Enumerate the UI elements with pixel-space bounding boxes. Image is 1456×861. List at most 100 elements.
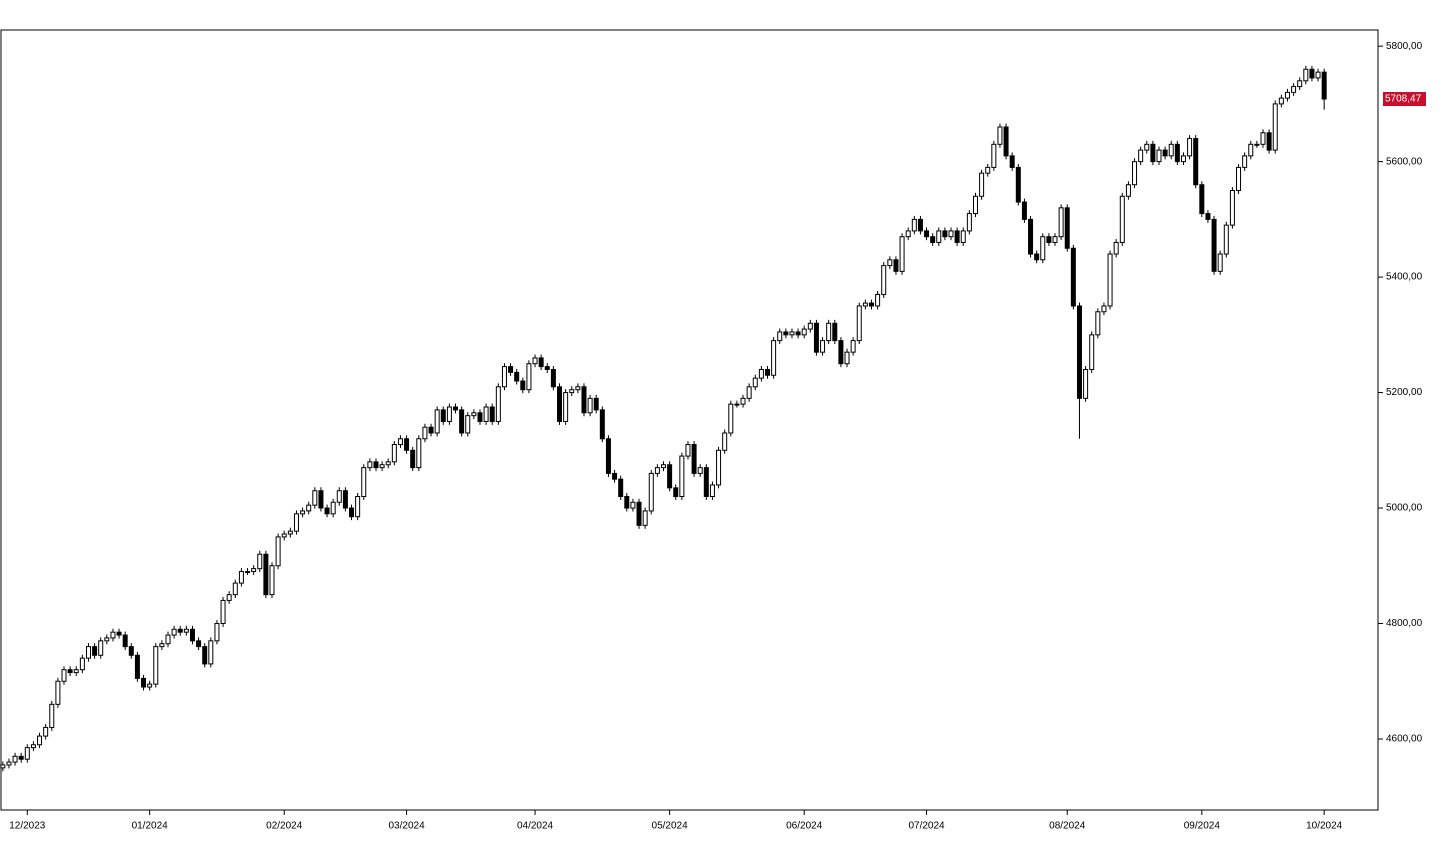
candle-body	[404, 438, 410, 451]
candle-body	[599, 409, 605, 440]
candle-body	[942, 230, 948, 238]
candle-body	[312, 490, 318, 506]
candle-body	[789, 331, 795, 336]
candle-body	[214, 623, 220, 642]
candle-body	[636, 501, 642, 526]
candle-body	[293, 513, 299, 532]
candle-body	[966, 213, 972, 232]
candle-body	[826, 322, 832, 342]
x-tick-label: 04/2024	[517, 821, 554, 832]
candle-body	[1199, 184, 1205, 215]
candle-body	[361, 467, 367, 497]
candle-body	[18, 755, 24, 760]
candle-body	[263, 553, 269, 596]
candle-body	[679, 455, 685, 497]
candle-body	[544, 366, 550, 370]
candle-body	[269, 565, 275, 596]
y-tick-label: 5000,00	[1386, 503, 1423, 514]
candle-body	[550, 368, 556, 388]
candle-body	[0, 764, 6, 769]
candle-body	[1113, 241, 1119, 255]
candle-body	[1236, 166, 1242, 192]
candle-body	[379, 464, 385, 469]
candle-body	[159, 643, 165, 648]
candle-body	[440, 409, 446, 422]
candle-body	[887, 259, 893, 267]
candle-body	[55, 680, 61, 705]
candle-body	[1070, 247, 1076, 307]
candle-body	[795, 331, 801, 336]
last-price-box	[1383, 92, 1426, 107]
candle-body	[648, 472, 654, 512]
x-tick-label: 06/2024	[786, 821, 823, 832]
y-tick-label: 5800,00	[1386, 41, 1423, 52]
plot-frame	[0, 29, 1379, 811]
candle-body	[453, 406, 459, 411]
candle-body	[104, 637, 110, 642]
candle-body	[24, 747, 30, 760]
candle-body	[924, 230, 930, 238]
candle-body	[373, 461, 379, 469]
candle-body	[489, 406, 495, 422]
candle-body	[703, 467, 709, 497]
candle-body	[1119, 195, 1125, 243]
candle-body	[385, 461, 391, 466]
candle-body	[1174, 143, 1180, 163]
candle-body	[1266, 132, 1272, 151]
candle-body	[1028, 218, 1034, 255]
candle-body	[232, 582, 238, 596]
candle-body	[1248, 143, 1254, 157]
candle-body	[98, 640, 104, 656]
candle-body	[342, 490, 348, 509]
candle-body	[495, 386, 501, 422]
candle-body	[1009, 155, 1015, 168]
candle-body	[930, 236, 936, 243]
candle-body	[300, 510, 306, 515]
candle-body	[881, 265, 887, 295]
candle-body	[526, 363, 532, 391]
candle-body	[813, 322, 819, 353]
candle-body	[654, 467, 660, 474]
candle-body	[1193, 138, 1199, 186]
x-tick-label: 08/2024	[1049, 821, 1086, 832]
candle-body	[238, 571, 244, 584]
candle-body	[49, 703, 55, 728]
candle-body	[838, 340, 844, 365]
y-tick-label: 5200,00	[1386, 387, 1423, 398]
x-tick-label: 02/2024	[266, 821, 303, 832]
candle-body	[862, 302, 868, 307]
x-tick-label: 09/2024	[1184, 821, 1221, 832]
candle-body	[324, 507, 330, 515]
candle-body	[1272, 103, 1278, 151]
candle-body	[287, 530, 293, 535]
candle-body	[911, 218, 917, 232]
candle-body	[471, 412, 477, 417]
candle-body	[1284, 91, 1290, 99]
candle-body	[397, 438, 403, 446]
candle-body	[1156, 149, 1162, 163]
candle-body	[318, 490, 324, 509]
candle-body	[1217, 253, 1223, 272]
y-tick-label: 5600,00	[1386, 156, 1423, 167]
candle-body	[985, 166, 991, 174]
candle-body	[612, 472, 618, 480]
candle-body	[1303, 68, 1309, 82]
candle-body	[483, 406, 489, 422]
candle-body	[1242, 155, 1248, 168]
candle-body	[147, 683, 153, 688]
x-tick-label: 12/2023	[9, 821, 46, 832]
candle-body	[948, 230, 954, 238]
candle-body	[1168, 143, 1174, 157]
candle-body	[758, 368, 764, 379]
candle-body	[189, 628, 195, 642]
candle-body	[673, 487, 679, 497]
candle-body	[697, 467, 703, 474]
candle-body	[820, 340, 826, 353]
candle-body	[642, 510, 648, 526]
candle-body	[1162, 149, 1168, 157]
candle-body	[1223, 224, 1229, 255]
candle-body	[183, 628, 189, 633]
candle-body	[605, 438, 611, 474]
candle-body	[1021, 201, 1027, 220]
